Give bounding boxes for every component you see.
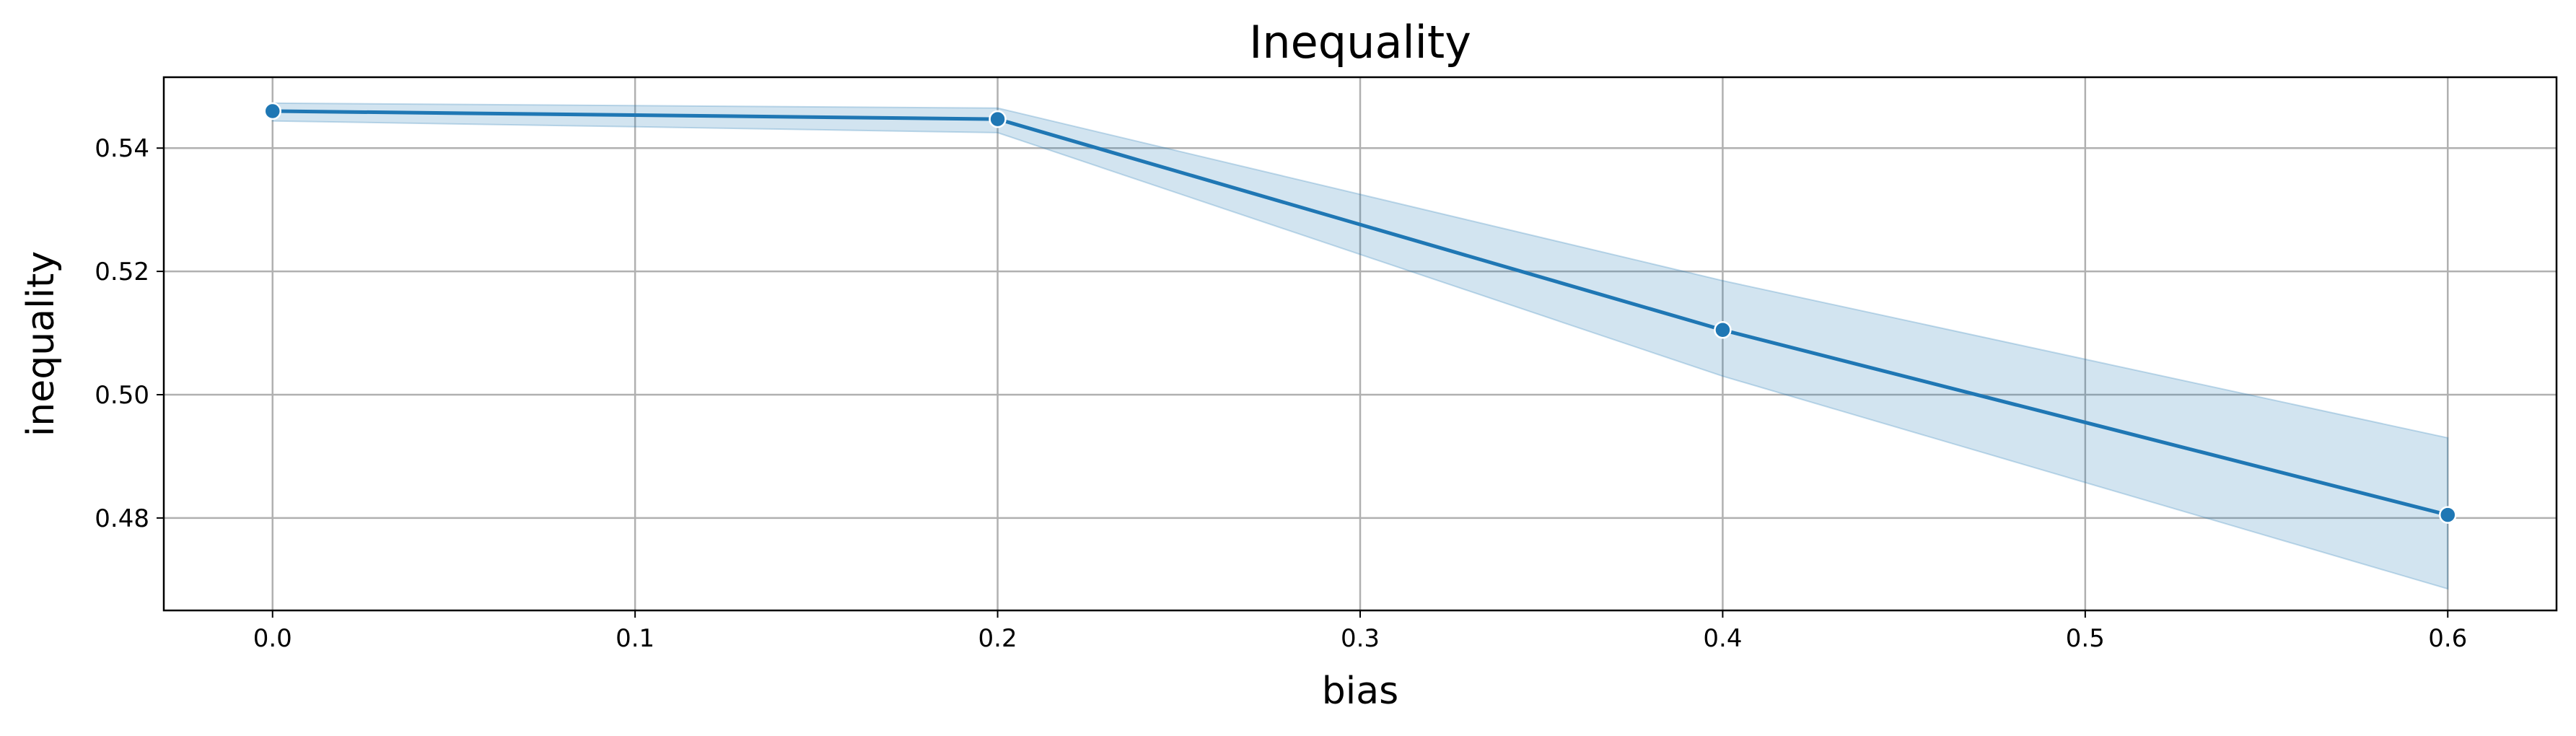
data-point xyxy=(1714,321,1732,339)
x-tick-label: 0.0 xyxy=(253,624,292,653)
y-tick-label: 0.54 xyxy=(95,134,149,163)
confidence-band-layer xyxy=(271,102,2449,590)
y-tick-label: 0.48 xyxy=(95,504,149,533)
data-point xyxy=(263,102,281,121)
grid xyxy=(164,77,2557,610)
data-point xyxy=(989,110,1007,128)
confidence-band xyxy=(271,102,2449,590)
x-tick-label: 0.3 xyxy=(1341,624,1380,653)
x-tick-label: 0.1 xyxy=(615,624,654,653)
x-tick-label: 0.4 xyxy=(1703,624,1742,653)
y-axis: 0.48 0.50 0.52 0.54 xyxy=(95,134,164,533)
x-tick-label: 0.2 xyxy=(978,624,1017,653)
marker-layer xyxy=(263,102,2457,524)
y-tick-label: 0.50 xyxy=(95,381,149,410)
data-point xyxy=(2439,506,2457,524)
series-line xyxy=(271,109,2450,517)
x-tick-label: 0.6 xyxy=(2428,624,2467,653)
x-axis-title: bias xyxy=(1322,670,1398,713)
series-line-layer xyxy=(271,109,2450,517)
y-axis-title: inequality xyxy=(19,251,63,437)
x-axis: 0.0 0.1 0.2 0.3 0.4 0.5 0.6 xyxy=(253,610,2467,653)
x-tick-label: 0.5 xyxy=(2066,624,2105,653)
y-tick-label: 0.52 xyxy=(95,258,149,286)
chart-title: Inequality xyxy=(1249,16,1471,69)
